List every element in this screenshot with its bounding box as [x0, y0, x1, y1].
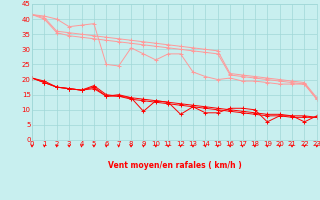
X-axis label: Vent moyen/en rafales ( km/h ): Vent moyen/en rafales ( km/h ) [108, 161, 241, 170]
